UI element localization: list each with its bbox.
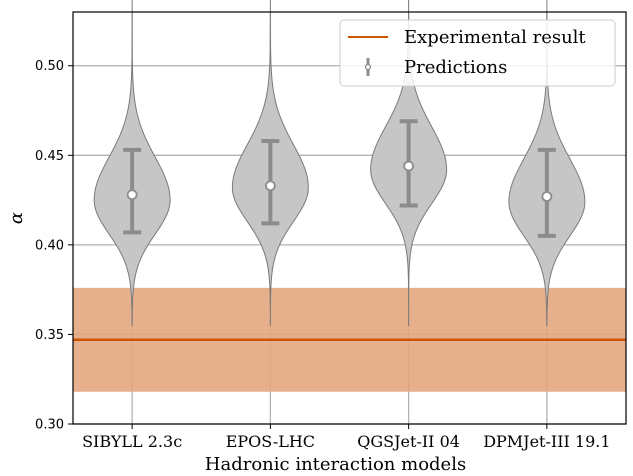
x-tick-label: DPMJet-III 19.1: [483, 432, 610, 451]
y-tick-label: 0.30: [35, 418, 64, 433]
plot-frame: [72, 11, 627, 425]
x-tick-label: QGSJet-II 04: [357, 432, 460, 451]
x-tick-label: EPOS-LHC: [226, 432, 315, 451]
prediction-errorbar-2: [399, 119, 418, 208]
y-axis-ticks: 0.30 0.35 0.40 0.45 0.50: [35, 59, 73, 433]
y-tick-label: 0.40: [35, 238, 64, 253]
legend-predictions-swatch: [364, 58, 372, 76]
prediction-median-marker: [264, 180, 276, 192]
legend-box: [339, 19, 616, 87]
x-tick-label: SIBYLL 2.3c: [82, 432, 182, 451]
prediction-errorbar-3: [537, 147, 556, 238]
y-axis-label: α: [6, 212, 27, 224]
y-tick-label: 0.35: [35, 328, 64, 343]
y-tick-label: 0.45: [35, 149, 64, 164]
prediction-errorbars: [123, 119, 556, 238]
prediction-median-marker: [403, 160, 415, 172]
prediction-median-marker: [541, 191, 553, 202]
legend-experimental-label: Experimental result: [404, 27, 586, 48]
legend-predictions-label: Predictions: [404, 57, 507, 78]
prediction-errorbar-1: [261, 138, 280, 226]
prediction-median-marker: [126, 189, 138, 201]
legend: Experimental result Predictions: [339, 19, 616, 87]
prediction-errorbar-0: [123, 147, 142, 235]
x-axis-ticks: SIBYLL 2.3c EPOS-LHC QGSJet-II 04 DPMJet-II…: [82, 424, 611, 451]
x-axis-label: Hadronic interaction models: [205, 454, 466, 475]
y-tick-label: 0.50: [35, 59, 64, 74]
